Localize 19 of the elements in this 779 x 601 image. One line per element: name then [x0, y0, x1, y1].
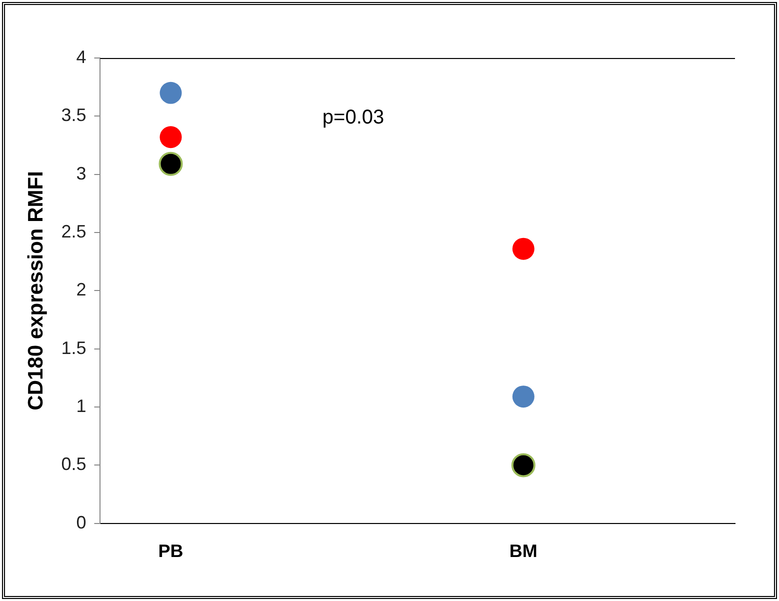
y-tick-label: 3.5	[61, 105, 86, 126]
point	[158, 152, 183, 176]
y-tick-label: 0.5	[61, 454, 86, 474]
y-tick-label: 2	[76, 280, 86, 300]
y-tick-label: 3	[76, 163, 86, 184]
y-axis-title: CD180 expression RMFI	[24, 171, 48, 410]
point	[512, 386, 534, 408]
y-tick-label: 0	[76, 512, 86, 532]
point	[160, 82, 182, 104]
point	[511, 453, 536, 478]
y-tick-label: 4	[76, 46, 86, 67]
x-tick-label: BM	[509, 541, 538, 562]
y-tick-label: 2.5	[61, 221, 86, 242]
point	[512, 238, 534, 260]
annotation: p=0.03	[322, 106, 384, 129]
y-tick-label: 1.5	[61, 338, 86, 358]
x-tick-label: PB	[158, 541, 184, 562]
y-tick-label: 1	[76, 396, 86, 416]
point	[160, 126, 182, 148]
